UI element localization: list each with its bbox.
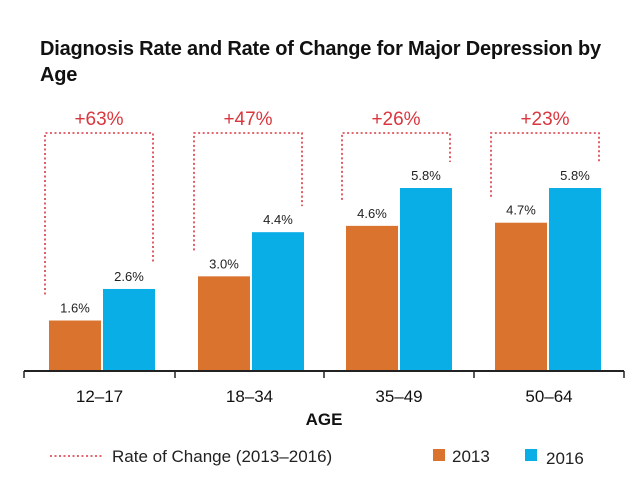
tick-label-12–17: 12–17 [76,387,123,406]
bar-2016-35–49 [400,188,452,371]
bar-2013-50–64 [495,222,547,371]
x-axis: 12–17 18–34 35–49 50–64 AGE [23,370,625,429]
legend-2013-swatch [433,449,445,461]
bar-2016-50–64 [549,188,601,371]
tick-label-50–64: 50–64 [525,387,572,406]
legend-2016-swatch [525,449,537,461]
rate-label-12–17: +63% [74,109,123,130]
data-label-2016-35–49: 5.8% [411,168,441,183]
rate-label-18–34: +47% [223,109,272,130]
rate-bracket-50–64 [490,132,600,197]
bars-layer: 1.6% 2.6% 3.0% 4.4% 4.6% 5.8% 4.7% 5.8% [49,168,601,371]
data-label-2013-50–64: 4.7% [506,203,536,218]
tick-label-35–49: 35–49 [375,387,422,406]
bar-2013-35–49 [346,225,398,371]
bar-2016-18–34 [252,232,304,371]
rate-bracket-18–34 [193,132,303,251]
data-label-2016-50–64: 5.8% [560,168,590,183]
data-label-2013-18–34: 3.0% [209,256,239,271]
rate-bracket-35–49 [341,132,451,200]
data-label-2016-12–17: 2.6% [114,269,144,284]
legend-2016-label: 2016 [546,449,584,468]
x-axis-label: AGE [306,410,343,429]
data-label-2013-35–49: 4.6% [357,206,387,221]
bar-2013-18–34 [198,276,250,371]
rate-of-change-brackets: +63% +47% +26% +23% [44,109,600,295]
tick-label-18–34: 18–34 [226,387,273,406]
legend-rate-label: Rate of Change (2013–2016) [112,447,332,466]
rate-bracket-12–17 [44,132,154,295]
rate-label-50–64: +23% [520,109,569,130]
bar-2016-12–17 [103,288,155,371]
chart-title: Diagnosis Rate and Rate of Change for Ma… [40,38,601,86]
bar-2013-12–17 [49,320,101,371]
legend-2013-label: 2013 [452,447,490,466]
legend: Rate of Change (2013–2016) 2013 2016 [50,447,584,468]
rate-label-35–49: +26% [371,109,420,130]
data-label-2016-18–34: 4.4% [263,212,293,227]
data-label-2013-12–17: 1.6% [60,301,90,316]
